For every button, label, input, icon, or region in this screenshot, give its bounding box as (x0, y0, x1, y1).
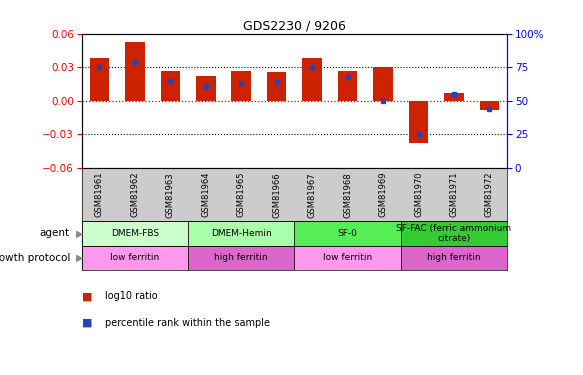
Bar (409, 101, 429, 143)
Text: GSM81966: GSM81966 (272, 172, 281, 217)
Text: agent: agent (40, 228, 70, 238)
Text: SF-FAC (ferric ammonium
citrate): SF-FAC (ferric ammonium citrate) (396, 224, 511, 243)
Text: GSM81967: GSM81967 (308, 172, 317, 217)
Text: GSM81970: GSM81970 (414, 172, 423, 217)
Text: DMEM-Hemin: DMEM-Hemin (211, 229, 272, 238)
Text: low ferritin: low ferritin (323, 254, 372, 262)
Bar (196, 76, 216, 101)
Text: high ferritin: high ferritin (215, 254, 268, 262)
Bar (401, 221, 507, 246)
Text: high ferritin: high ferritin (427, 254, 481, 262)
Text: low ferritin: low ferritin (110, 254, 159, 262)
Text: ■: ■ (82, 318, 92, 327)
Bar (444, 93, 463, 101)
Text: GSM81972: GSM81972 (485, 172, 494, 217)
Title: GDS2230 / 9206: GDS2230 / 9206 (243, 20, 346, 33)
Bar (188, 246, 294, 270)
Text: GSM81969: GSM81969 (378, 172, 388, 217)
Bar (82, 246, 188, 270)
Text: percentile rank within the sample: percentile rank within the sample (105, 318, 270, 327)
Text: GSM81968: GSM81968 (343, 172, 352, 217)
Bar (231, 70, 251, 101)
Bar (82, 221, 188, 246)
Bar (294, 246, 401, 270)
Bar (90, 58, 109, 101)
Text: GSM81965: GSM81965 (237, 172, 245, 217)
Bar (373, 67, 393, 101)
Text: GSM81971: GSM81971 (449, 172, 458, 217)
Text: ▶: ▶ (76, 228, 83, 238)
Bar (401, 246, 507, 270)
Bar (294, 221, 401, 246)
Text: GSM81963: GSM81963 (166, 172, 175, 217)
Text: ▶: ▶ (76, 253, 83, 263)
Bar (188, 221, 294, 246)
Text: log10 ratio: log10 ratio (105, 291, 157, 301)
Bar (480, 101, 499, 109)
Text: growth protocol: growth protocol (0, 253, 70, 263)
Text: GSM81961: GSM81961 (95, 172, 104, 217)
Text: GSM81964: GSM81964 (201, 172, 210, 217)
Bar (267, 72, 286, 101)
Text: DMEM-FBS: DMEM-FBS (111, 229, 159, 238)
Bar (303, 58, 322, 101)
Bar (338, 70, 357, 101)
Bar (160, 70, 180, 101)
Text: GSM81962: GSM81962 (131, 172, 139, 217)
Text: ■: ■ (82, 291, 92, 301)
Bar (125, 42, 145, 101)
Text: SF-0: SF-0 (338, 229, 357, 238)
